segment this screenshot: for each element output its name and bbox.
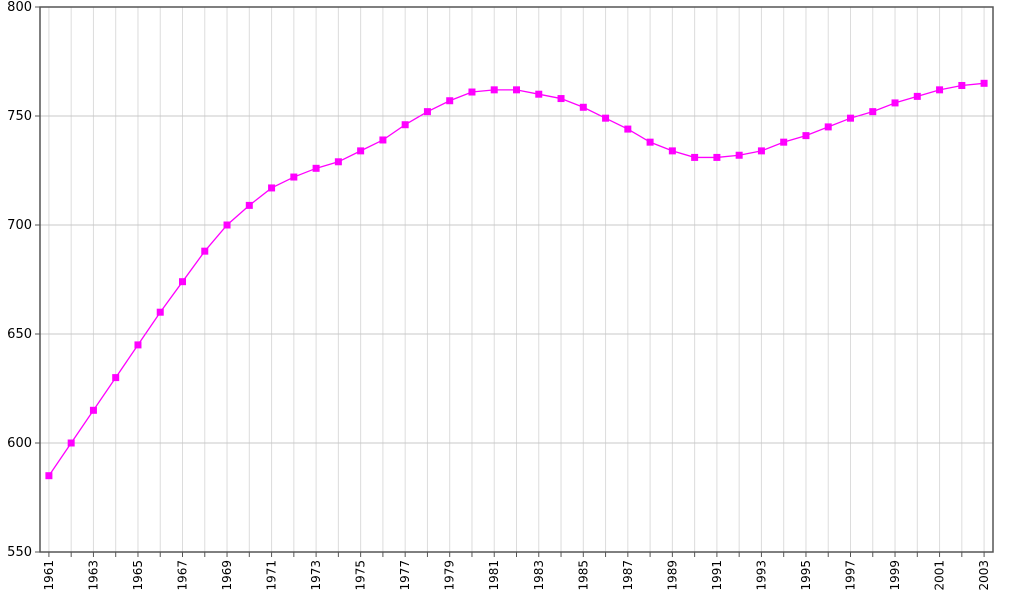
x-tick-label: 1993 <box>754 560 768 591</box>
data-point-marker <box>668 147 676 155</box>
data-point-marker <box>179 278 187 286</box>
x-tick-label: 1991 <box>710 560 724 591</box>
y-tick-label: 600 <box>7 436 32 451</box>
x-tick-label: 1979 <box>443 560 457 591</box>
data-point-marker <box>824 123 832 131</box>
data-point-marker <box>112 374 120 382</box>
data-point-marker <box>290 173 298 181</box>
data-point-marker <box>312 164 320 172</box>
data-point-marker <box>401 121 409 129</box>
data-point-marker <box>579 103 587 111</box>
x-tick-label: 1963 <box>86 560 100 591</box>
x-tick-label: 1973 <box>309 560 323 591</box>
x-tick-label: 1989 <box>665 560 679 591</box>
data-point-marker <box>980 79 988 87</box>
x-tick-label: 1999 <box>888 560 902 591</box>
data-point-marker <box>535 90 543 98</box>
data-point-marker <box>780 138 788 146</box>
data-point-marker <box>89 406 97 414</box>
x-tick-label: 1981 <box>487 560 501 591</box>
x-tick-label: 1977 <box>398 560 412 591</box>
data-point-marker <box>245 201 253 209</box>
data-point-marker <box>45 472 53 480</box>
data-point-marker <box>936 86 944 94</box>
x-tick-label: 1965 <box>131 560 145 591</box>
data-point-marker <box>446 97 454 105</box>
series <box>45 79 988 480</box>
data-point-marker <box>67 439 75 447</box>
data-point-marker <box>958 81 966 89</box>
x-axis-ticks: 1961 1963 1965 1967 1969 1971 1973 1975 1977 1979… <box>42 552 991 591</box>
x-tick-label: 1983 <box>532 560 546 591</box>
data-point-marker <box>468 88 476 96</box>
data-point-marker <box>757 147 765 155</box>
x-tick-label: 2003 <box>977 560 991 591</box>
y-tick-label: 750 <box>7 109 32 124</box>
x-tick-label: 1985 <box>576 560 590 591</box>
data-point-marker <box>802 132 810 140</box>
x-tick-label: 1969 <box>220 560 234 591</box>
x-tick-label: 1961 <box>42 560 56 591</box>
y-tick-label: 650 <box>7 327 32 342</box>
grid <box>40 6 993 553</box>
data-point-marker <box>646 138 654 146</box>
data-point-marker <box>735 151 743 159</box>
plot-area-border <box>39 6 994 553</box>
x-tick-label: 2001 <box>933 560 947 591</box>
data-point-marker <box>513 86 520 94</box>
y-tick-label: 800 <box>7 0 32 15</box>
data-point-marker <box>334 158 342 166</box>
x-tick-label: 1967 <box>176 560 190 591</box>
data-point-marker <box>201 247 209 255</box>
data-point-marker <box>869 108 877 116</box>
x-tick-label: 1995 <box>799 560 813 591</box>
data-point-marker <box>156 308 164 316</box>
data-point-marker <box>691 153 699 161</box>
data-point-marker <box>357 147 365 155</box>
data-point-marker <box>423 108 431 116</box>
x-tick-label: 1987 <box>621 560 635 591</box>
y-axis-ticks: 550 600 650 700 750 800 <box>7 0 40 560</box>
data-point-marker <box>134 341 142 349</box>
data-point-marker <box>557 95 565 103</box>
data-point-marker <box>713 153 721 161</box>
x-tick-label: 1971 <box>265 560 279 591</box>
data-point-marker <box>379 136 387 144</box>
y-tick-label: 550 <box>7 545 32 560</box>
x-tick-label: 1997 <box>843 560 857 591</box>
data-point-marker <box>602 114 610 122</box>
data-point-marker <box>624 125 632 133</box>
x-tick-label: 1975 <box>354 560 368 591</box>
data-point-marker <box>891 99 899 107</box>
data-point-marker <box>913 92 921 100</box>
data-point-marker <box>223 221 231 229</box>
data-point-marker <box>846 114 854 122</box>
data-point-marker <box>268 184 276 192</box>
y-tick-label: 700 <box>7 218 32 233</box>
data-point-marker <box>490 86 498 94</box>
